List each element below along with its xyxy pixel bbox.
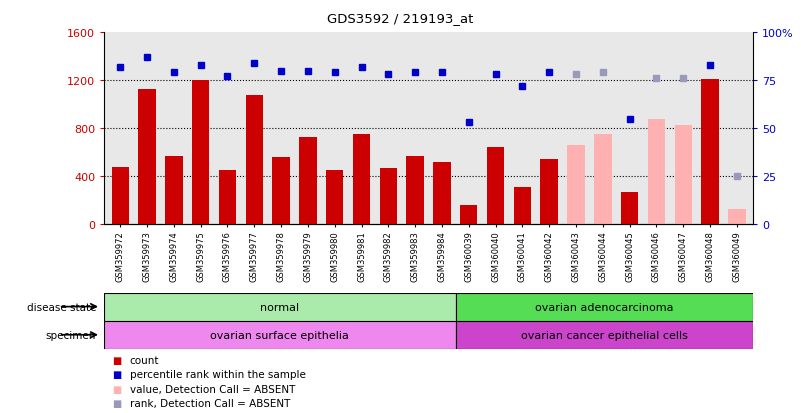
Bar: [433, 162, 451, 225]
Bar: [456, 321, 753, 349]
Text: value, Detection Call = ABSENT: value, Detection Call = ABSENT: [130, 384, 295, 394]
Bar: [567, 146, 585, 225]
Bar: [456, 293, 753, 321]
Text: ■: ■: [112, 355, 122, 365]
Text: ovarian cancer epithelial cells: ovarian cancer epithelial cells: [521, 330, 688, 340]
Bar: [300, 137, 316, 225]
Bar: [104, 321, 456, 349]
Bar: [702, 80, 718, 225]
Text: ■: ■: [112, 398, 122, 408]
Text: ■: ■: [112, 384, 122, 394]
Bar: [380, 169, 397, 225]
Text: rank, Detection Call = ABSENT: rank, Detection Call = ABSENT: [130, 398, 290, 408]
Bar: [513, 188, 531, 225]
Text: ovarian surface epithelia: ovarian surface epithelia: [211, 330, 349, 340]
Bar: [487, 148, 505, 225]
Bar: [541, 160, 557, 225]
Bar: [728, 209, 746, 225]
Bar: [139, 89, 155, 225]
Text: specimen: specimen: [46, 330, 96, 340]
Text: ■: ■: [112, 370, 122, 380]
Bar: [272, 158, 290, 225]
Text: percentile rank within the sample: percentile rank within the sample: [130, 370, 306, 380]
Text: normal: normal: [260, 302, 300, 312]
Bar: [460, 206, 477, 225]
Bar: [111, 167, 129, 225]
Bar: [352, 135, 370, 225]
Bar: [219, 171, 236, 225]
Bar: [406, 157, 424, 225]
Bar: [594, 135, 611, 225]
Bar: [674, 125, 692, 225]
Text: disease state: disease state: [26, 302, 96, 312]
Bar: [648, 119, 665, 225]
Bar: [165, 157, 183, 225]
Bar: [192, 81, 209, 225]
Bar: [326, 171, 344, 225]
Text: GDS3592 / 219193_at: GDS3592 / 219193_at: [328, 12, 473, 25]
Bar: [104, 293, 456, 321]
Text: count: count: [130, 355, 159, 365]
Bar: [246, 95, 263, 225]
Bar: [621, 192, 638, 225]
Text: ovarian adenocarcinoma: ovarian adenocarcinoma: [535, 302, 674, 312]
